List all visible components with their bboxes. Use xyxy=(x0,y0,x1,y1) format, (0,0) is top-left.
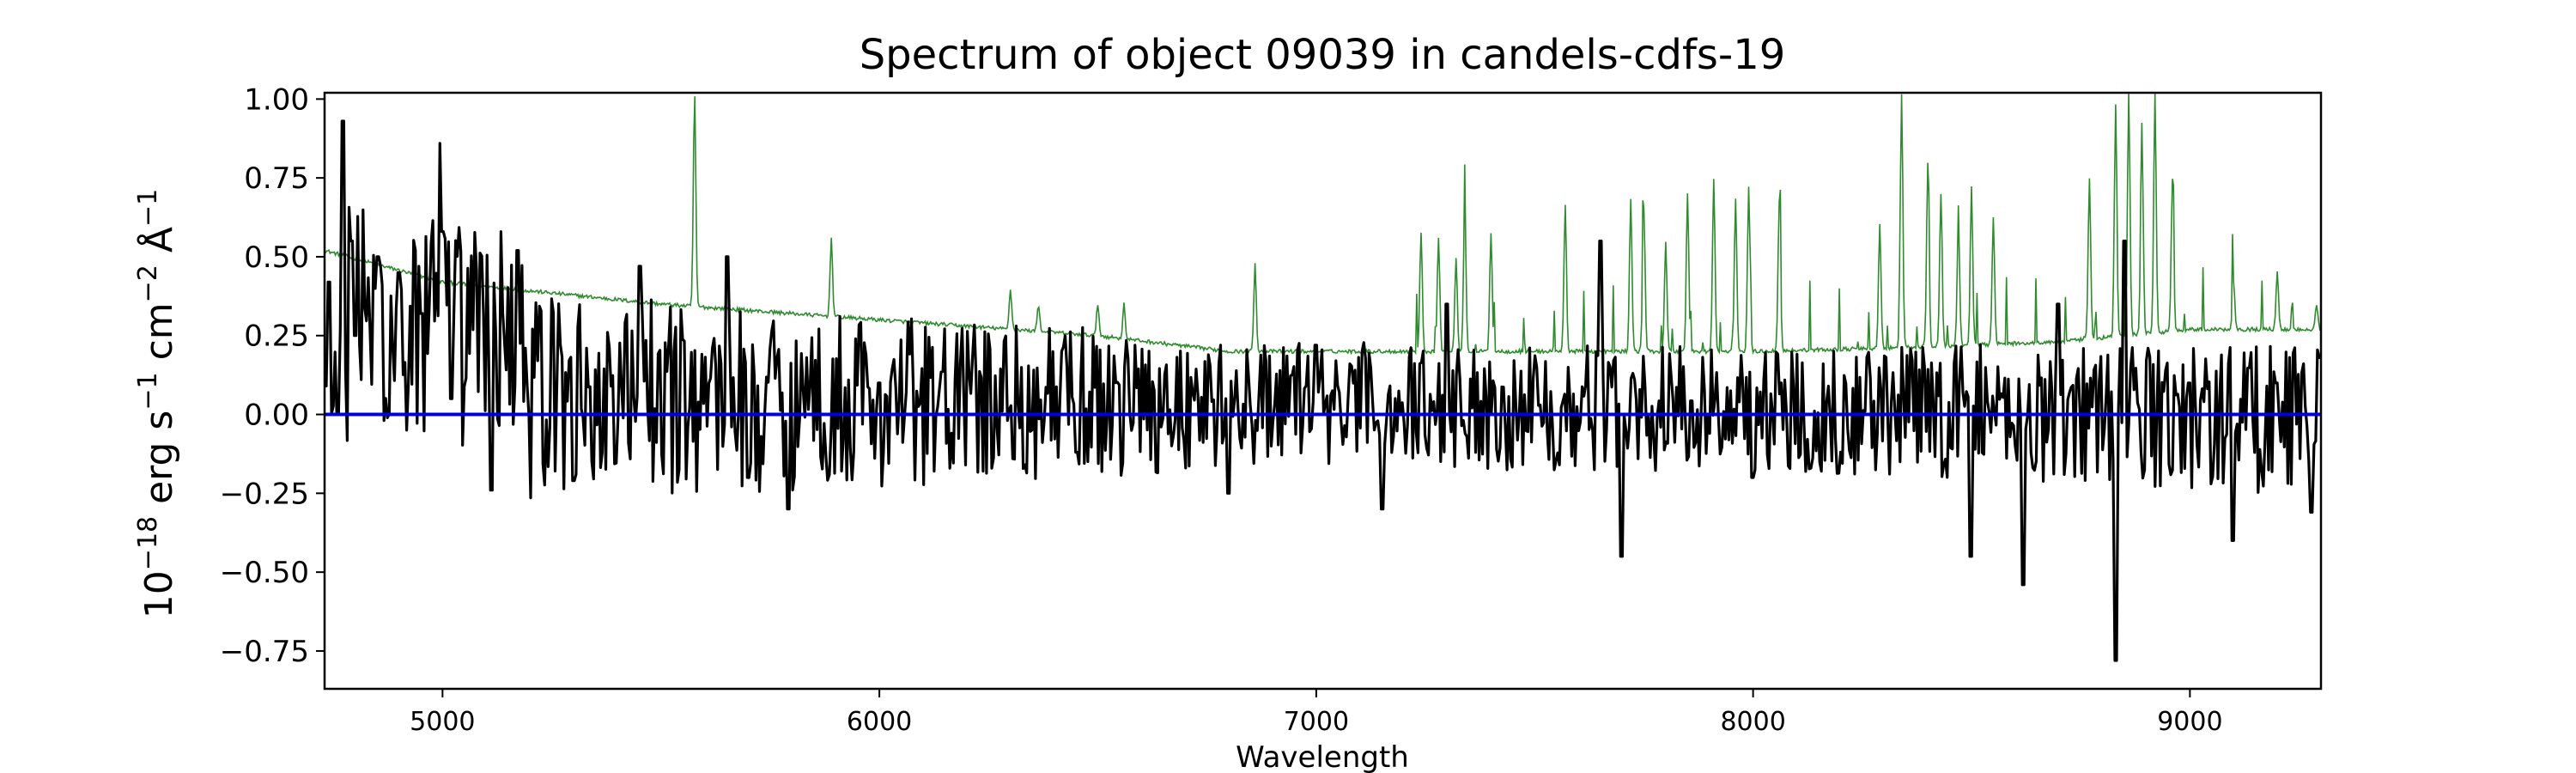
x-tick-label: 8000 xyxy=(1720,707,1785,737)
x-axis-label: Wavelength xyxy=(1236,740,1409,773)
y-tick-label: 1.00 xyxy=(244,82,309,117)
plot-frame xyxy=(323,91,2323,691)
plot-area xyxy=(325,93,2321,662)
y-tick-label: −0.75 xyxy=(220,635,309,669)
chart-title: Spectrum of object 09039 in candels-cdfs… xyxy=(860,31,1786,79)
y-tick-label: 0.75 xyxy=(244,161,309,196)
error-spectrum-line xyxy=(325,93,2321,356)
y-tick-label: −0.50 xyxy=(220,556,309,590)
x-tick-label: 6000 xyxy=(847,707,912,737)
x-tick-label: 9000 xyxy=(2157,707,2222,737)
x-tick-label: 7000 xyxy=(1284,707,1349,737)
y-tick-label: 0.00 xyxy=(244,399,309,433)
y-tick-label: −0.25 xyxy=(220,477,309,511)
y-tick-label: 0.50 xyxy=(244,240,309,275)
y-tick-label: 0.25 xyxy=(244,320,309,354)
y-axis-label: 10−18 erg s−1 cm−2 Å−1 xyxy=(133,189,181,618)
y-axis: −0.75 −0.50 −0.25 0.00 0.25 0.50 0.75 1.00 xyxy=(220,82,325,669)
flux-spectrum-line xyxy=(325,119,2321,662)
x-tick-label: 5000 xyxy=(410,707,475,737)
x-axis: 5000 6000 7000 8000 9000 xyxy=(410,689,2223,737)
